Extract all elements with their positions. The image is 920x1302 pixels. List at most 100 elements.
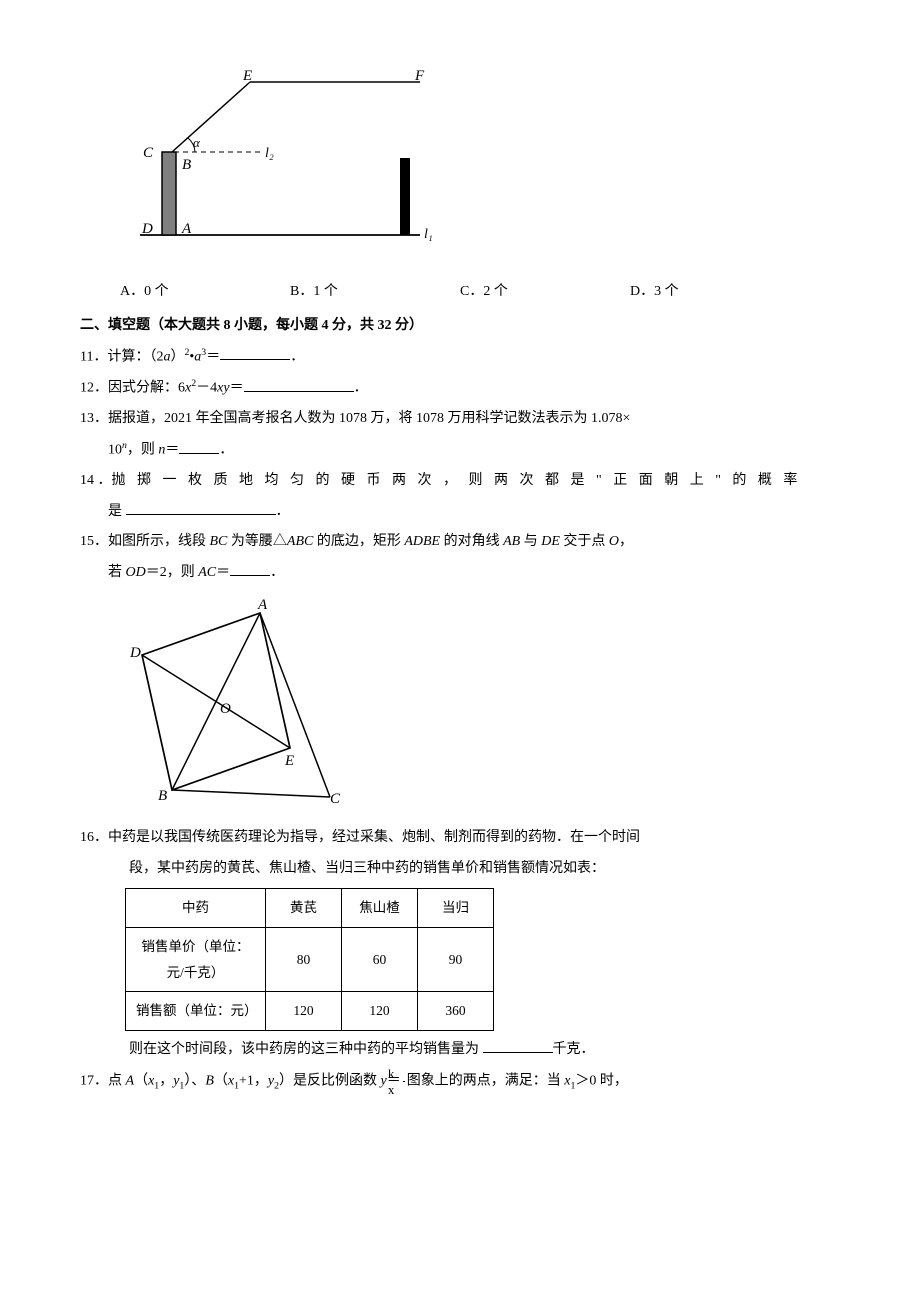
table-row: 销售单价（单位：元/千克） 80 60 90 [126,927,494,991]
q15-t6: 交于点 [560,534,609,549]
q15-t4: 的对角线 [440,534,503,549]
q14-sub: 是 ． [80,499,840,526]
q12-end: ． [354,381,368,396]
q16-l2: 段，某中药房的黄芪、焦山楂、当归三种中药的销售单价和销售额情况如表： [80,856,840,883]
q14-blank [126,514,276,515]
q15-o: O [609,534,619,549]
q17-t2: （ [134,1074,148,1089]
q17-t6: 图象上的两点，满足：当 [407,1074,565,1089]
q15-end: ． [270,565,284,580]
td-p1: 80 [266,927,342,991]
choice-c: C．2 个 [460,279,630,306]
q17-B: B [205,1074,214,1089]
q15-blank [230,575,270,576]
q12-blank [244,391,354,392]
section-2-header: 二、填空题（本大题共 8 小题，每小题 4 分，共 32 分） [80,313,840,340]
q15-ac: AC [198,565,216,580]
q15-bc: BC [210,534,228,549]
q15-eq: ＝ [216,565,230,580]
q17-A: A [126,1074,135,1089]
th-dg: 当归 [418,889,494,928]
svg-text:D: D [130,645,141,661]
svg-text:C: C [330,791,341,805]
svg-text:O: O [220,701,231,717]
q14-end: ． [276,504,290,519]
q15-t1: 如图所示，线段 [108,534,210,549]
q15-num: 15． [80,534,108,549]
q13-l1: 据报道，2021 年全国高考报名人数为 1078 万，将 1078 万用科学记数… [108,411,630,426]
q13-mid: ，则 [127,443,159,458]
q16-blank [483,1052,553,1053]
q14: 14 ．抛 掷 一 枚 质 地 均 匀 的 硬 币 两 次 ， 则 两 次 都 … [80,468,840,495]
q11-eq: ＝ [206,349,220,364]
q12: 12．因式分解：6x2－4xy＝． [80,375,840,402]
q15-t3: 的底边，矩形 [313,534,404,549]
q15-eqv: ＝2，则 [146,565,199,580]
q14-l2: 是 [108,504,126,519]
q15-l2p: 若 [108,565,126,580]
q12-num: 12． [80,381,108,396]
svg-text:A: A [257,597,268,613]
svg-text:l₂: l₂ [265,146,274,161]
th-jsz: 焦山楂 [342,889,418,928]
q17-c1: ， [159,1074,173,1089]
q15-sub: 若 OD＝2，则 AC＝． [80,560,840,587]
svg-text:F: F [414,70,425,84]
q13-num: 13． [80,411,108,426]
th-hq: 黄芪 [266,889,342,928]
svg-text:A: A [181,221,192,237]
q11-num: 11． [80,349,107,364]
svg-text:E: E [242,70,252,84]
td-price-label: 销售单价（单位：元/千克） [126,927,266,991]
q15-ab: AB [503,534,520,549]
q11-blank [220,359,290,360]
q16: 16．中药是以我国传统医药理论为指导，经过采集、炮制、制剂而得到的药物．在一个时… [80,825,840,852]
herb-table: 中药 黄芪 焦山楂 当归 销售单价（单位：元/千克） 80 60 90 销售额（… [125,888,494,1031]
figure1-svg: E F C B D A α l₂ l₁ [140,70,450,258]
svg-text:l₁: l₁ [424,227,433,242]
choice-a: A．0 个 [120,279,290,306]
svg-text:B: B [182,157,191,173]
table-row: 销售额（单位：元） 120 120 360 [126,992,494,1031]
q15-de: DE [541,534,560,549]
q17-t7: ＞0 时， [575,1074,628,1089]
q15-t7: ， [619,534,633,549]
q13-end: ． [219,443,233,458]
q15: 15．如图所示，线段 BC 为等腰△ABC 的底边，矩形 ADBE 的对角线 A… [80,529,840,556]
q13-eq: ＝ [165,443,179,458]
table-row: 中药 黄芪 焦山楂 当归 [126,889,494,928]
frac-den: x [403,1082,405,1096]
q17-num: 17． [80,1074,108,1089]
q13-10: 10 [108,443,122,458]
q17: 17．点 A（x1，y1）、B（x1+1，y2）是反比例函数 y＝kx图象上的两… [80,1067,840,1096]
svg-text:B: B [158,788,167,804]
q17-t3: ）、 [184,1074,205,1089]
q16-l3: 则在这个时间段，该中药房的这三种中药的平均销售量为 千克． [80,1037,840,1064]
td-sales-label: 销售额（单位：元） [126,992,266,1031]
geometry-figure-q10: E F C B D A α l₂ l₁ [140,70,840,269]
q13-sub: 10n，则 n＝． [80,437,840,464]
svg-text:C: C [143,145,154,161]
geometry-figure-q15: A D B E C O [130,595,840,816]
q17-t1: 点 [108,1074,126,1089]
q15-t2: 为等腰△ [227,534,287,549]
td-s1: 120 [266,992,342,1031]
q12-l: 因式分解：6 [108,381,185,396]
q15-adbe: ADBE [404,534,440,549]
q16-num: 16． [80,830,108,845]
q17-t5: ）是反比例函数 [279,1074,381,1089]
q15-t5: 与 [520,534,541,549]
q11-t2: ） [170,349,184,364]
th-herb: 中药 [126,889,266,928]
q14-num: 14 ． [80,473,112,488]
svg-text:α: α [193,135,201,150]
q17-p1: +1， [239,1074,268,1089]
q13-blank [179,453,219,454]
svg-text:D: D [141,221,153,237]
q11: 11．计算：（2a）2•a3＝． [80,344,840,371]
q15-abc: ABC [287,534,313,549]
q11-end: ． [290,349,304,364]
td-s2: 120 [342,992,418,1031]
q16-l1: 中药是以我国传统医药理论为指导，经过采集、炮制、制剂而得到的药物．在一个时间 [108,830,640,845]
q17-t4: （ [214,1074,228,1089]
